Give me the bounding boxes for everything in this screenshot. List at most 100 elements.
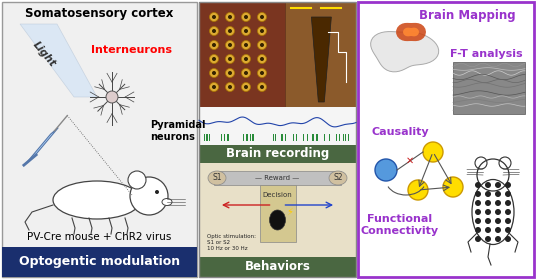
Circle shape (475, 200, 481, 206)
Circle shape (260, 85, 264, 89)
Circle shape (244, 71, 248, 75)
Text: S2: S2 (333, 174, 343, 182)
Circle shape (475, 236, 481, 242)
Bar (2, 2, 197, 277)
Circle shape (226, 69, 235, 78)
Bar (286, 2, 356, 107)
Circle shape (260, 71, 264, 75)
Circle shape (495, 227, 501, 233)
Circle shape (128, 171, 146, 189)
Circle shape (495, 191, 501, 197)
Bar (199, 257, 356, 277)
Circle shape (226, 40, 235, 49)
Circle shape (260, 15, 264, 19)
Circle shape (244, 15, 248, 19)
Text: PV-Cre mouse + ChR2 virus: PV-Cre mouse + ChR2 virus (27, 232, 172, 242)
Circle shape (485, 227, 491, 233)
Circle shape (475, 182, 481, 188)
Bar (199, 163, 356, 257)
Text: ⚡: ⚡ (286, 207, 293, 217)
Circle shape (495, 182, 501, 188)
Circle shape (228, 71, 232, 75)
Circle shape (375, 159, 397, 181)
Text: — Reward —: — Reward — (255, 175, 300, 181)
Text: Decision: Decision (263, 192, 292, 198)
Bar (199, 107, 356, 145)
Circle shape (210, 83, 219, 92)
Circle shape (257, 54, 266, 64)
Bar (453, 62, 525, 114)
Ellipse shape (162, 198, 172, 206)
Circle shape (260, 57, 264, 61)
Circle shape (257, 13, 266, 21)
Circle shape (228, 29, 232, 33)
Circle shape (485, 209, 491, 215)
Circle shape (226, 27, 235, 35)
Polygon shape (371, 32, 438, 72)
Circle shape (505, 218, 511, 224)
Text: Pyramidal
neurons: Pyramidal neurons (150, 120, 205, 142)
Circle shape (226, 83, 235, 92)
Polygon shape (311, 17, 331, 102)
Bar (199, 2, 356, 277)
Circle shape (505, 227, 511, 233)
Ellipse shape (329, 171, 347, 185)
Circle shape (212, 29, 216, 33)
Circle shape (485, 218, 491, 224)
Circle shape (495, 236, 501, 242)
Circle shape (257, 69, 266, 78)
Ellipse shape (270, 210, 286, 230)
Circle shape (226, 13, 235, 21)
Circle shape (226, 54, 235, 64)
Circle shape (505, 236, 511, 242)
Bar (259, 185, 295, 242)
Circle shape (505, 182, 511, 188)
Circle shape (210, 69, 219, 78)
Circle shape (210, 40, 219, 49)
Circle shape (475, 191, 481, 197)
Circle shape (505, 200, 511, 206)
Circle shape (212, 43, 216, 47)
Circle shape (244, 43, 248, 47)
Circle shape (212, 71, 216, 75)
Circle shape (210, 27, 219, 35)
Circle shape (257, 83, 266, 92)
Ellipse shape (53, 181, 141, 219)
Circle shape (475, 227, 481, 233)
Text: Causality: Causality (371, 127, 429, 137)
Circle shape (242, 27, 250, 35)
Text: Somatosensory cortex: Somatosensory cortex (25, 8, 174, 20)
Circle shape (244, 85, 248, 89)
Circle shape (495, 200, 501, 206)
Text: F-T analysis: F-T analysis (450, 49, 523, 59)
Bar (2, 247, 197, 277)
Bar (199, 2, 285, 107)
Circle shape (242, 83, 250, 92)
Bar (199, 2, 356, 107)
Polygon shape (20, 24, 97, 97)
Circle shape (212, 57, 216, 61)
Bar (214, 171, 341, 185)
Circle shape (443, 177, 463, 197)
Circle shape (485, 182, 491, 188)
Text: Optic stimulation:
S1 or S2
10 Hz or 30 Hz: Optic stimulation: S1 or S2 10 Hz or 30 … (207, 234, 256, 251)
Bar (358, 2, 534, 277)
Circle shape (475, 209, 481, 215)
Polygon shape (396, 23, 426, 41)
Circle shape (228, 15, 232, 19)
Circle shape (130, 177, 168, 215)
Ellipse shape (208, 171, 226, 185)
Polygon shape (26, 128, 58, 163)
Bar (199, 145, 356, 163)
Text: Light: Light (31, 39, 57, 69)
Circle shape (485, 236, 491, 242)
Text: Interneurons: Interneurons (92, 45, 173, 55)
Circle shape (212, 85, 216, 89)
Circle shape (242, 69, 250, 78)
Text: Functional
Connectivity: Functional Connectivity (361, 214, 439, 235)
Circle shape (260, 29, 264, 33)
Circle shape (228, 85, 232, 89)
Circle shape (210, 54, 219, 64)
Circle shape (155, 190, 159, 194)
Circle shape (242, 13, 250, 21)
